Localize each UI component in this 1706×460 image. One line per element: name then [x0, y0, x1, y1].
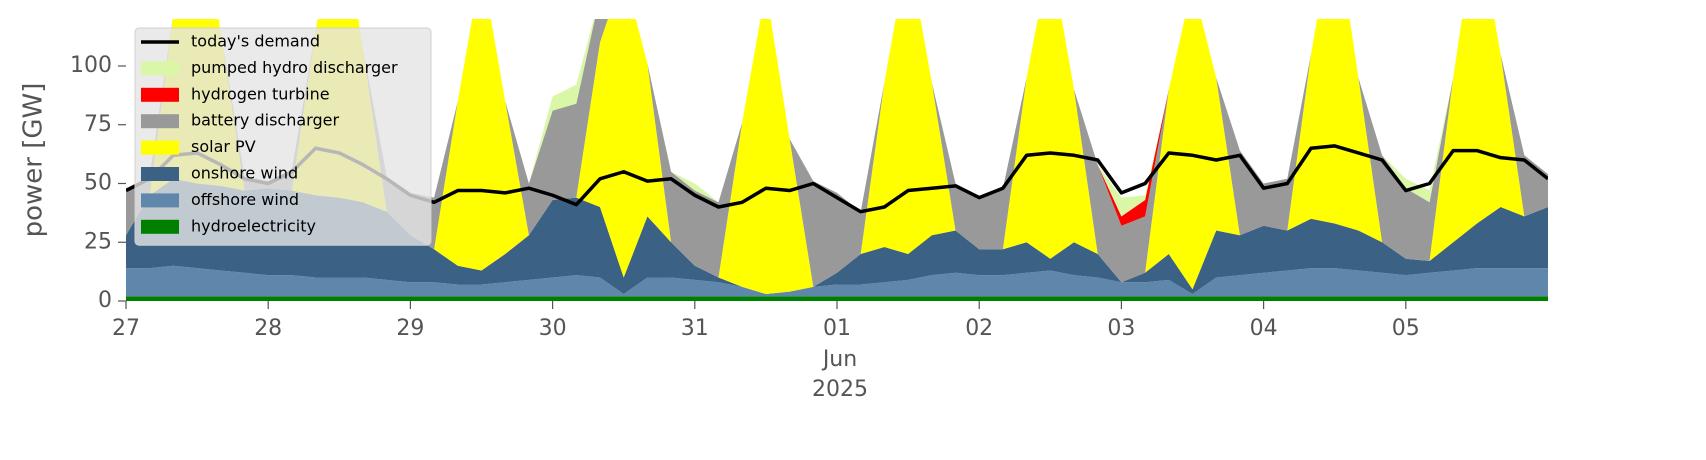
- legend: today's demand pumped hydro discharger hyd…: [134, 27, 432, 246]
- legend-swatch: [141, 61, 179, 76]
- legend-label: solar PV: [191, 137, 256, 156]
- legend-label: pumped hydro discharger: [191, 58, 398, 77]
- x-tick-label: 30: [539, 316, 567, 341]
- y-tick-label: 0: [98, 288, 112, 313]
- x-year-label: 2025: [812, 377, 868, 402]
- legend-swatch: [141, 167, 179, 181]
- y-axis-label: power [GW]: [19, 83, 49, 238]
- legend-box: [134, 27, 432, 246]
- y-tick-label: 25: [84, 229, 112, 254]
- legend-label: today's demand: [191, 32, 320, 51]
- legend-label: battery discharger: [191, 111, 339, 130]
- x-tick-label: 28: [254, 316, 282, 341]
- y-tick-label: 50: [84, 171, 112, 196]
- legend-swatch: [141, 193, 179, 208]
- x-tick-label: 03: [1107, 316, 1135, 341]
- x-tick-label: 31: [681, 316, 709, 341]
- legend-swatch: [141, 87, 179, 102]
- legend-label: onshore wind: [191, 164, 298, 183]
- x-tick-label: 27: [112, 316, 140, 341]
- x-tick-label: 04: [1250, 316, 1278, 341]
- legend-swatch: [141, 114, 179, 129]
- y-tick-label: 100: [70, 53, 112, 78]
- x-tick-label: 05: [1392, 316, 1420, 341]
- area: [126, 296, 1548, 301]
- area: [126, 19, 1548, 287]
- x-tick-label: 02: [965, 316, 993, 341]
- legend-label: hydroelectricity: [191, 216, 316, 235]
- axes: 0 25 50 75 100 27 28 29 30 31 01 02 03 04 05: [70, 53, 1420, 341]
- legend-swatch: [141, 140, 179, 155]
- area: [126, 19, 1548, 294]
- legend-swatch: [141, 219, 179, 234]
- x-tick-label: 29: [396, 316, 424, 341]
- legend-label: hydrogen turbine: [191, 84, 330, 103]
- y-tick-label: 75: [84, 112, 112, 137]
- x-tick-label: 01: [823, 316, 851, 341]
- legend-label: offshore wind: [191, 190, 299, 209]
- area: [126, 265, 1548, 297]
- x-month-label: Jun: [821, 347, 857, 372]
